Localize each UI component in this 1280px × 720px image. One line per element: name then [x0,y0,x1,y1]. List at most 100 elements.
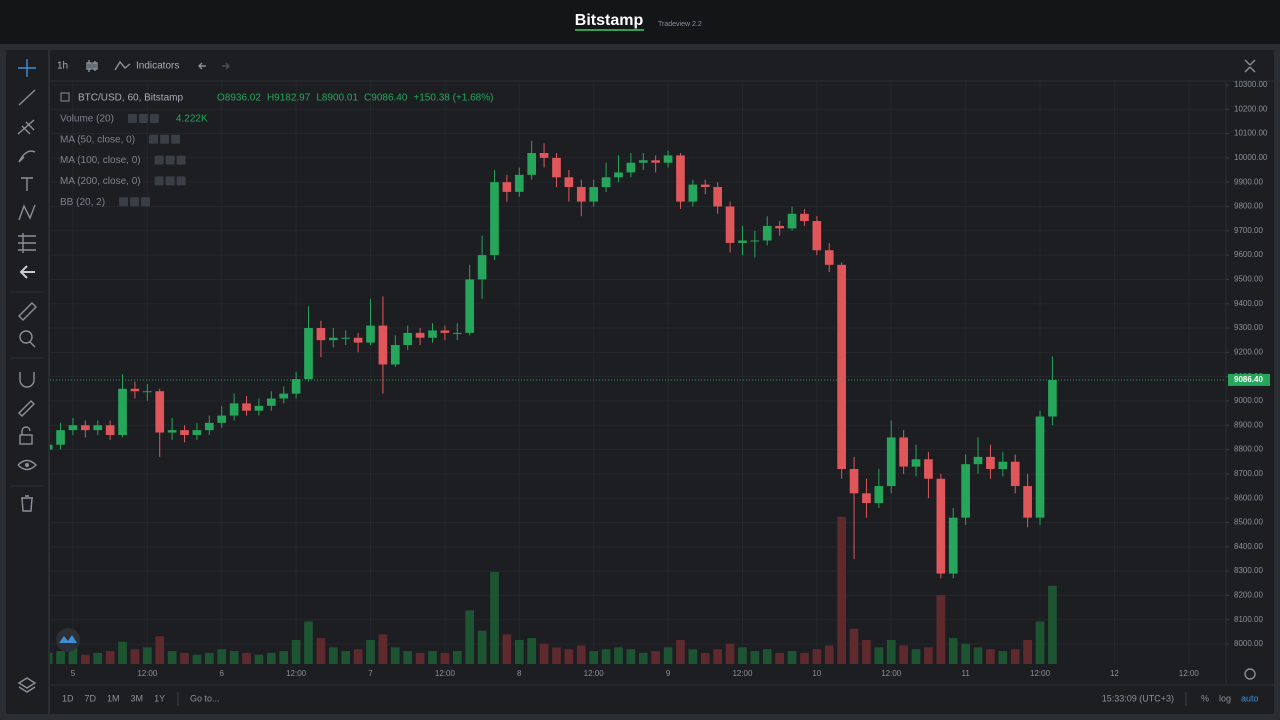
candle-body [502,182,512,192]
range-button[interactable]: 1D [62,693,74,703]
volume-pane [50,516,1057,664]
scale-option[interactable]: log [1219,693,1231,703]
range-button[interactable]: 1M [107,693,120,703]
text-tool[interactable] [21,177,33,191]
study-button[interactable] [160,134,170,144]
volume-bar [415,652,425,664]
delete-tool[interactable] [21,495,33,512]
study-name[interactable]: Volume (20) [60,114,114,125]
volume-bar [564,649,574,664]
candle-body [291,379,301,394]
study-button[interactable] [165,176,175,186]
volume-bar [589,651,599,664]
brush-tool[interactable] [18,150,36,163]
candle-body [924,459,933,479]
study-button[interactable] [127,114,137,123]
study-button[interactable] [119,197,129,207]
indicators-icon [114,60,131,71]
brand[interactable]: Bitstamp [575,12,644,29]
scale-option[interactable]: % [1201,693,1209,703]
x-tick-label: 12:00 [1030,669,1051,678]
y-tick-label: 8300.00 [1234,566,1263,575]
legend-toggle[interactable] [60,92,70,102]
logo-button[interactable] [56,628,80,652]
brand-underline [575,29,644,31]
study-button[interactable] [154,155,164,165]
volume-bar [490,571,499,664]
y-tick-label: 8200.00 [1234,591,1263,600]
candle-body [130,388,140,392]
study-name[interactable]: MA (200, close, 0) [60,176,141,187]
volume-bar [787,651,797,664]
candle-body [155,391,165,433]
study-name[interactable]: BB (20, 2) [60,197,105,208]
candle-body [998,461,1008,470]
study-button[interactable] [176,155,186,165]
volume-bar [440,652,450,664]
candle-body [849,469,859,494]
trendline-tool[interactable] [18,89,36,106]
chart-style-button[interactable] [86,60,98,72]
candle-body [477,255,487,280]
lock-tool[interactable] [19,426,33,445]
candle-body [614,172,623,178]
redo-button[interactable] [222,62,230,70]
candle-body [638,160,648,163]
magnet-tool[interactable] [19,372,35,388]
crosshair-tool[interactable] [18,59,36,77]
interval-button[interactable]: 1h [57,61,68,72]
measure-tool[interactable] [18,302,37,321]
study-button[interactable] [141,197,151,207]
study-button[interactable] [154,176,164,186]
visibility-tool[interactable] [17,459,37,471]
candle-body [341,337,351,339]
study-button[interactable] [130,197,140,207]
x-tick-label: 9 [666,669,671,678]
candle-body [800,213,809,222]
volume-bar [118,641,127,664]
candle-body [948,517,958,574]
study-name[interactable]: MA (50, close, 0) [60,134,135,145]
y-tick-label: 8600.00 [1234,493,1263,502]
layers-tool[interactable] [17,677,37,693]
volume-bar [899,645,908,664]
volume-bar [552,647,561,664]
study-button[interactable] [165,155,175,165]
study-button[interactable] [176,176,186,186]
study-name[interactable]: MA (100, close, 0) [60,155,141,166]
range-button[interactable]: 1Y [154,693,165,703]
study-button[interactable] [171,134,181,144]
change-value: +150.38 (+1.68%) [413,93,493,104]
y-tick-label: 10200.00 [1234,104,1268,113]
volume-bar [837,516,846,664]
zoom-tool[interactable] [19,330,36,348]
goto-button[interactable]: Go to... [190,693,220,703]
candle-body [539,152,549,158]
candle-body [552,157,561,178]
range-button[interactable]: 7D [85,693,97,703]
candle-body [403,332,413,346]
pattern-tool[interactable] [18,204,36,221]
volume-bar [279,651,289,664]
scale-option[interactable]: auto [1241,693,1259,703]
back-tool[interactable] [19,265,35,279]
range-button[interactable]: 3M [131,693,144,703]
study-button[interactable] [138,114,148,123]
y-tick-label: 8400.00 [1234,542,1263,551]
volume-bar [180,652,189,664]
fib-tool[interactable] [17,119,35,135]
settings-button[interactable] [1244,668,1256,680]
indicators-button[interactable]: Indicators [136,61,179,72]
lock-draw-tool[interactable] [18,400,35,417]
candle-body [725,206,735,243]
volume-bar [849,628,859,664]
fullscreen-button[interactable] [1244,59,1256,73]
study-button[interactable] [149,134,159,144]
undo-button[interactable] [198,62,206,70]
candle-body [601,177,611,188]
prediction-tool[interactable] [18,233,36,253]
candles [50,140,1057,579]
candle-body [93,425,103,431]
candle-body [812,221,822,251]
study-button[interactable] [149,114,159,123]
